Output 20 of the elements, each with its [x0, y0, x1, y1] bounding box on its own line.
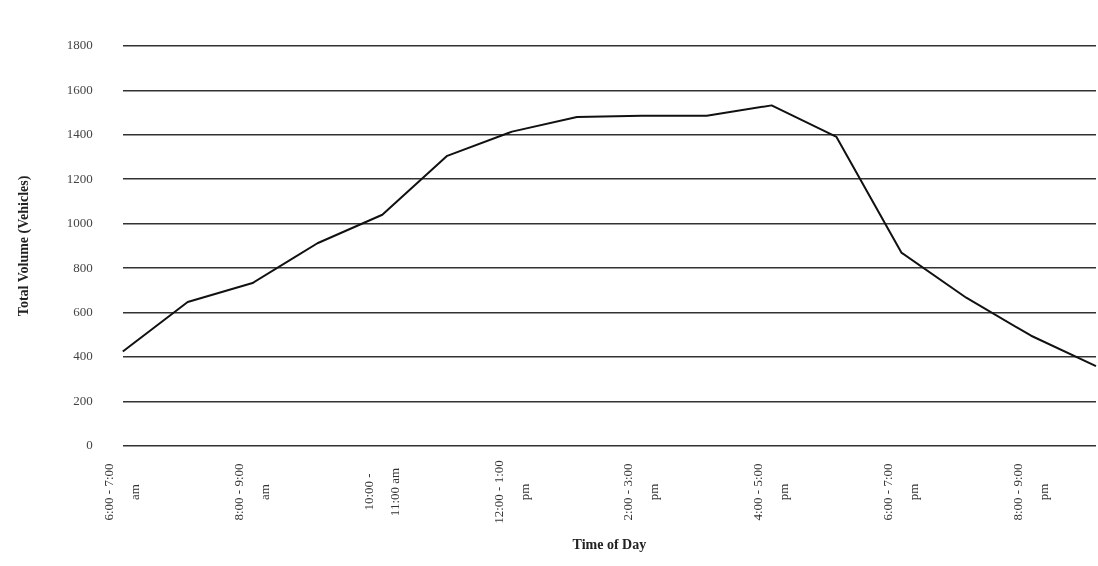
y-tick-label: 1200 — [66, 170, 93, 186]
x-tick-label: 12:00 - 1:00 pm — [490, 460, 532, 524]
y-tick-label: 1600 — [66, 81, 93, 97]
y-tick-label: 200 — [73, 392, 93, 408]
x-tick-label: 8:00 - 9:00 am — [230, 463, 272, 521]
x-tick-label: 6:00 - 7:00 am — [101, 463, 143, 521]
y-tick-label: 400 — [73, 348, 93, 364]
x-tick-label: 6:00 - 7:00 pm — [879, 463, 921, 521]
y-tick-label: 600 — [73, 304, 93, 320]
y-tick-label: 800 — [73, 259, 93, 275]
x-axis-title: Time of Day — [572, 537, 647, 553]
y-tick-label: 1400 — [66, 126, 93, 142]
x-tick-label: 8:00 - 9:00 pm — [1009, 463, 1051, 521]
y-tick-label: 1000 — [66, 215, 93, 231]
x-tick-label: 2:00 - 3:00 pm — [620, 463, 662, 521]
y-axis-title: Total Volume (Vehicles) — [16, 175, 33, 317]
y-tick-label: 1800 — [66, 37, 93, 53]
x-tick-label: 4:00 - 5:00 pm — [750, 463, 792, 521]
y-tick-label: 0 — [86, 437, 93, 453]
x-tick-label: 10:00 - 11:00 am — [360, 467, 402, 517]
